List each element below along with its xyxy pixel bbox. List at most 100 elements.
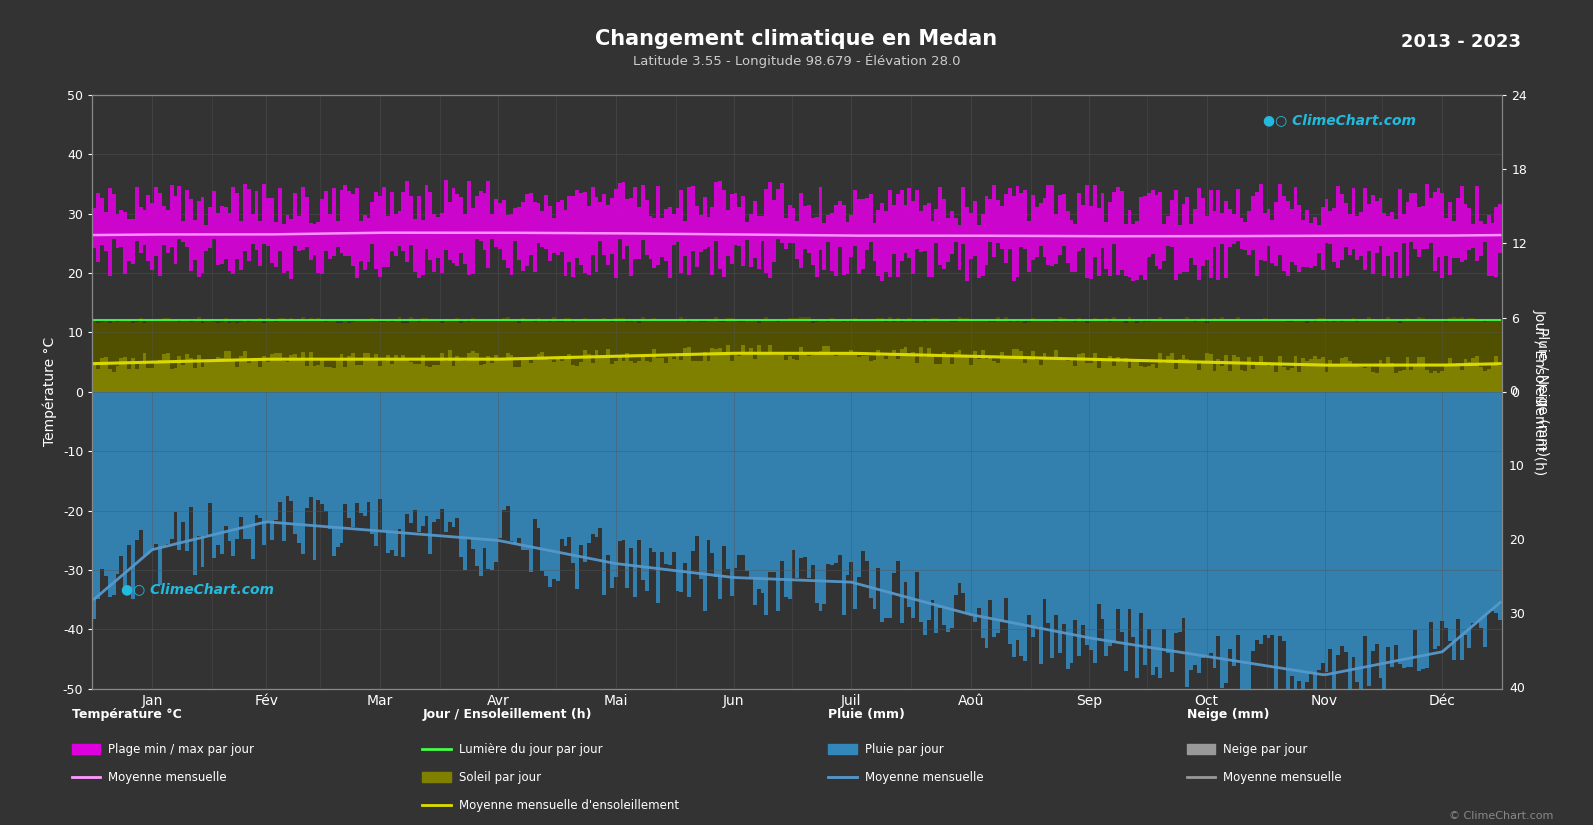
Bar [1031, 351, 1035, 392]
Bar [787, 318, 792, 392]
Bar [1418, 318, 1421, 392]
Bar [1090, 206, 1093, 279]
Bar [1042, 352, 1047, 392]
Bar [827, 346, 830, 392]
Bar [822, 319, 827, 392]
Bar [632, 186, 637, 259]
Bar [1063, 195, 1066, 246]
Bar [1027, 392, 1031, 615]
Bar [147, 392, 150, 554]
Bar [749, 348, 753, 392]
Bar [653, 218, 656, 268]
Bar [996, 318, 1000, 392]
Bar [548, 360, 553, 392]
Bar [104, 357, 108, 392]
Y-axis label: Pluie / Neige (mm): Pluie / Neige (mm) [1534, 328, 1548, 456]
Bar [1158, 353, 1163, 392]
Bar [989, 356, 992, 392]
Bar [1047, 186, 1050, 265]
Bar [1324, 199, 1329, 243]
Bar [556, 392, 559, 581]
Bar [977, 392, 981, 608]
Bar [613, 318, 618, 392]
Bar [849, 215, 854, 257]
Bar [1012, 319, 1015, 392]
Bar [811, 392, 814, 565]
Bar [1069, 320, 1074, 392]
Bar [935, 364, 938, 392]
Bar [390, 322, 393, 392]
Bar [518, 323, 521, 392]
Bar [1177, 319, 1182, 392]
Bar [1426, 321, 1429, 392]
Bar [591, 187, 594, 255]
Bar [131, 323, 135, 392]
Bar [1344, 203, 1348, 247]
Bar [1348, 392, 1351, 695]
Bar [586, 206, 591, 275]
Bar [1128, 317, 1131, 392]
Bar [309, 223, 312, 260]
Bar [1271, 392, 1274, 635]
Bar [1344, 392, 1348, 652]
Bar [478, 392, 483, 576]
Y-axis label: Jour / Ensoleillement (h): Jour / Ensoleillement (h) [1532, 309, 1547, 475]
Bar [984, 196, 989, 265]
Bar [1313, 322, 1317, 392]
Bar [1282, 196, 1286, 271]
Bar [1112, 365, 1117, 392]
Bar [1483, 322, 1486, 392]
Bar [540, 210, 545, 248]
Bar [992, 185, 996, 257]
Bar [556, 202, 559, 255]
Bar [209, 392, 212, 503]
Bar [621, 392, 626, 540]
Bar [1499, 319, 1502, 392]
Bar [680, 392, 683, 592]
Bar [849, 392, 854, 562]
Bar [1399, 371, 1402, 392]
Bar [1058, 317, 1063, 392]
Bar [718, 181, 722, 270]
Bar [718, 348, 722, 392]
Bar [432, 365, 436, 392]
Bar [1128, 392, 1131, 610]
Bar [1190, 392, 1193, 670]
Bar [1313, 356, 1317, 392]
Bar [185, 392, 190, 551]
Bar [1035, 361, 1039, 392]
Bar [881, 392, 884, 621]
Bar [290, 392, 293, 502]
Bar [143, 392, 147, 556]
Bar [846, 322, 849, 392]
Bar [1158, 192, 1163, 269]
Bar [467, 181, 472, 276]
Bar [374, 392, 378, 546]
Bar [139, 207, 143, 252]
Bar [992, 392, 996, 637]
Bar [1077, 193, 1082, 251]
Bar [1340, 322, 1344, 392]
Bar [293, 392, 298, 534]
Bar [927, 392, 930, 620]
Bar [1286, 200, 1290, 276]
Bar [193, 392, 196, 575]
Bar [957, 350, 962, 392]
Bar [155, 392, 158, 544]
Bar [1101, 318, 1104, 392]
Bar [572, 392, 575, 563]
Bar [158, 193, 162, 276]
Bar [177, 186, 182, 238]
Bar [328, 320, 331, 392]
Bar [526, 194, 529, 266]
Bar [683, 320, 687, 392]
Bar [1258, 356, 1263, 392]
Bar [135, 370, 139, 392]
Bar [1475, 320, 1478, 392]
Bar [312, 321, 317, 392]
Bar [683, 392, 687, 563]
Bar [605, 205, 610, 265]
Bar [733, 193, 738, 244]
Bar [1413, 320, 1418, 392]
Bar [781, 322, 784, 392]
